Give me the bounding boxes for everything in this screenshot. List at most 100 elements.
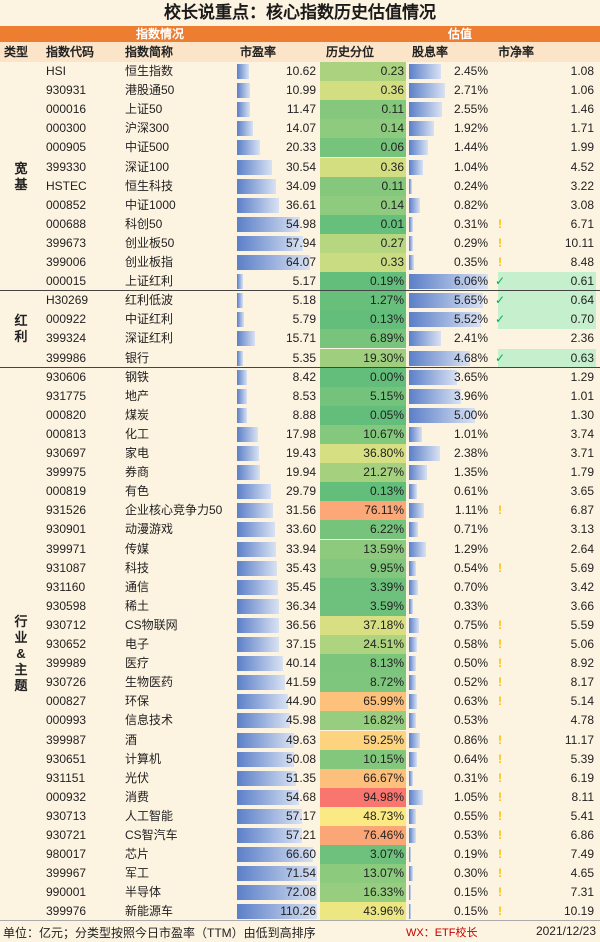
- dividend-cell: 5.65%: [408, 291, 490, 310]
- pe-value: 31.56: [285, 503, 316, 518]
- pe-bar: [237, 598, 279, 614]
- index-name: 动漫游戏: [125, 522, 174, 537]
- col-type: 类型: [4, 45, 29, 59]
- pe-cell: 49.63: [236, 731, 318, 750]
- pb-cell: 10.19: [563, 904, 594, 919]
- percentile-cell: 10.15%: [320, 749, 406, 769]
- pb-cell: 6.87: [570, 503, 594, 518]
- dividend-bar: [409, 675, 416, 691]
- pb-cell: 7.49: [570, 847, 594, 862]
- pe-cell: 5.79: [236, 310, 318, 329]
- dividend-value: 2.71%: [453, 83, 488, 98]
- table-row: 000993 信息技术 45.98 16.82% 0.53% 4.78: [0, 711, 600, 731]
- pe-bar: [237, 522, 276, 538]
- pe-value: 8.88: [292, 407, 316, 422]
- table-row: 399976 新能源车 110.26 43.96% 0.15% 10.19!: [0, 902, 600, 922]
- index-name: 银行: [125, 350, 150, 365]
- index-name: 煤炭: [125, 407, 150, 422]
- warning-icon: !: [498, 751, 502, 766]
- dividend-bar: [409, 522, 419, 538]
- index-code: 000905: [46, 140, 87, 155]
- pb-cell: 5.06: [570, 637, 594, 651]
- pe-value: 50.08: [285, 751, 316, 766]
- index-code: 000993: [46, 713, 87, 728]
- pe-value: 5.18: [292, 293, 316, 308]
- dividend-bar: [409, 732, 421, 748]
- pe-value: 36.34: [285, 598, 316, 613]
- watermark: WX：ETF校长: [406, 927, 478, 939]
- pb-cell: 5.14: [570, 694, 594, 709]
- table-row: 930901 动漫游戏 33.60 6.22% 0.71% 3.13: [0, 520, 600, 540]
- dividend-bar: [409, 426, 423, 442]
- pe-bar: [237, 350, 244, 366]
- col-pb: 市净率: [498, 45, 535, 59]
- dividend-bar: [409, 121, 435, 137]
- dividend-value: 4.68%: [453, 350, 488, 365]
- index-name: 创业板50: [125, 235, 175, 250]
- pe-bar: [237, 140, 261, 156]
- percentile-cell: 37.18%: [320, 615, 406, 635]
- pe-cell: 51.35: [236, 769, 318, 788]
- dividend-cell: 2.41%: [408, 329, 490, 348]
- index-code: 931087: [46, 560, 87, 575]
- pe-value: 57.17: [285, 808, 316, 823]
- pe-bar: [237, 407, 248, 423]
- pb-cell: 3.65: [570, 484, 594, 499]
- percentile-cell: 1.27%: [320, 291, 406, 311]
- pe-cell: 31.56: [236, 501, 318, 520]
- index-name: 券商: [125, 465, 150, 480]
- dividend-cell: 0.53%: [408, 826, 490, 845]
- dividend-value: 1.29%: [453, 541, 488, 556]
- percentile-cell: 59.25%: [320, 730, 406, 750]
- index-name: 计算机: [125, 751, 162, 766]
- pe-value: 8.53: [292, 388, 316, 403]
- pe-cell: 72.08: [236, 883, 318, 902]
- pe-bar: [237, 426, 258, 442]
- dividend-value: 5.52%: [453, 312, 488, 327]
- pe-value: 40.14: [285, 656, 316, 671]
- dividend-bar: [409, 178, 413, 194]
- dividend-cell: 0.24%: [408, 177, 490, 196]
- pb-cell: 5.41: [570, 808, 594, 823]
- warning-icon: !: [498, 828, 502, 842]
- dividend-bar: [409, 598, 414, 614]
- dividend-value: 0.52%: [453, 675, 488, 690]
- pe-value: 34.09: [285, 178, 316, 193]
- table-row: 000932 消费 54.68 94.98% 1.05% 8.11!: [0, 787, 600, 807]
- pb-cell: 2.64: [570, 541, 594, 556]
- index-name: 消费: [125, 789, 150, 804]
- pe-cell: 5.35: [236, 349, 318, 368]
- percentile-cell: 8.13%: [320, 654, 406, 674]
- warning-icon: !: [498, 789, 502, 804]
- pe-value: 110.26: [280, 904, 316, 919]
- percentile-cell: 0.33: [320, 253, 406, 272]
- pe-bar: [237, 446, 260, 461]
- percentile-cell: 0.05%: [320, 405, 406, 425]
- index-code: 990001: [46, 885, 87, 900]
- dividend-value: 5.00%: [453, 407, 488, 422]
- dividend-value: 0.75%: [453, 617, 488, 632]
- dividend-value: 0.70%: [453, 579, 488, 594]
- table-row: 931526 企业核心竞争力50 31.56 76.11% 1.11% 6.87!: [0, 501, 600, 521]
- index-name: 中证红利: [125, 312, 174, 327]
- col-code: 指数代码: [46, 45, 95, 59]
- pe-value: 10.99: [285, 83, 316, 98]
- pe-bar: [237, 235, 304, 251]
- index-name: 创业板指: [125, 255, 174, 269]
- index-name: 红利低波: [125, 293, 174, 308]
- index-code: 399967: [46, 866, 87, 881]
- index-code: 000016: [46, 102, 87, 117]
- pe-value: 19.43: [285, 446, 316, 460]
- dividend-bar: [409, 235, 413, 251]
- pe-bar: [237, 83, 250, 99]
- dividend-bar: [409, 465, 427, 481]
- pe-cell: 5.18: [236, 291, 318, 310]
- dividend-bar: [409, 369, 457, 385]
- pb-cell: 4.65: [570, 866, 594, 881]
- dividend-cell: 0.15%: [408, 902, 490, 921]
- pe-cell: 8.53: [236, 387, 318, 406]
- index-name: 中证500: [125, 140, 170, 155]
- pe-value: 5.79: [292, 312, 316, 327]
- pe-bar: [237, 331, 255, 347]
- index-code: 399971: [46, 541, 87, 556]
